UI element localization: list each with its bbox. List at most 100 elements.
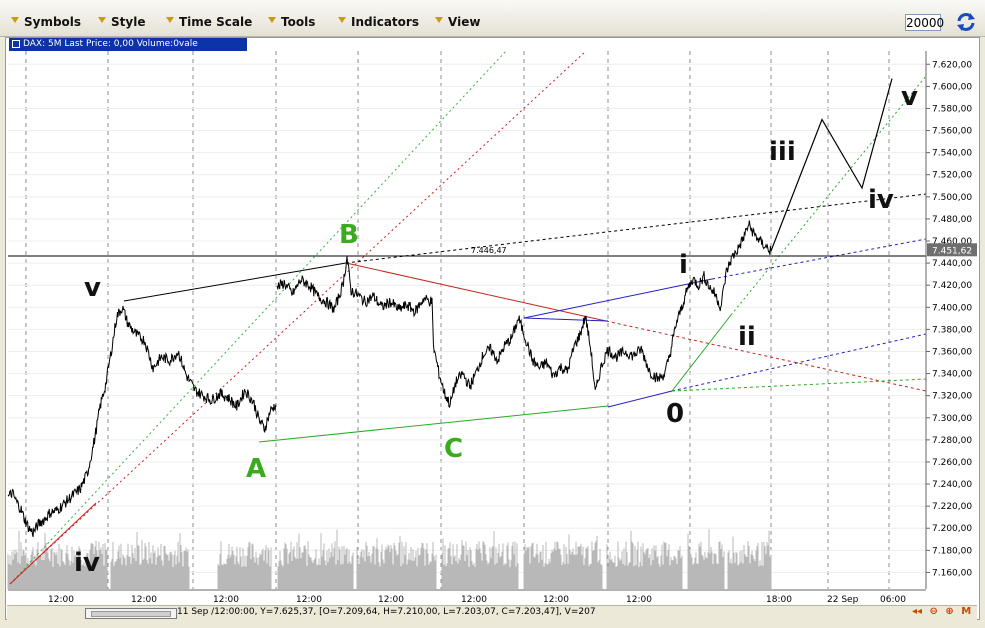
price-line	[276, 220, 772, 408]
trend-lines	[9, 51, 927, 585]
y-tick-label: 7.400,00	[932, 303, 972, 313]
wave-label: B	[339, 220, 359, 250]
scroll-back-icon[interactable]: ◂◂	[912, 606, 923, 617]
price-line	[7, 305, 277, 537]
dropdown-arrow-icon	[98, 17, 106, 23]
y-axis: 7.620,00 7.600,00 7.580,00 7.560,00 7.540,00…	[925, 51, 977, 589]
points-input[interactable]: 20000	[905, 14, 945, 31]
blue-channel-bottom	[607, 390, 673, 408]
red-support-line	[9, 502, 97, 585]
menu-style[interactable]: Style	[98, 13, 145, 31]
blue-channel-upper	[523, 278, 713, 319]
red-trend-extension	[605, 320, 927, 392]
refresh-icon[interactable]	[955, 11, 977, 33]
y-tick-label: 7.360,00	[932, 347, 972, 357]
x-tick-label: 12:00	[461, 595, 487, 604]
wave-label: iii	[769, 137, 796, 167]
x-tick-label: 12:00	[626, 595, 652, 604]
wave-label: i	[679, 250, 688, 280]
menu-label: Indicators	[351, 15, 419, 29]
menu-label: Time Scale	[179, 15, 253, 29]
x-tick-label: 12:00	[296, 595, 322, 604]
menu-label: Symbols	[24, 15, 82, 29]
y-tick-label: 7.320,00	[932, 392, 972, 402]
y-tick-label: 7.240,00	[932, 480, 972, 490]
y-tick-label: 7.520,00	[932, 171, 972, 181]
green-lower-extension	[671, 378, 927, 392]
scrollbar-thumb[interactable]	[91, 611, 171, 617]
menu-view[interactable]: View	[435, 13, 480, 31]
y-tick-label: 7.560,00	[932, 127, 972, 137]
zoom-in-icon[interactable]: ⊕	[945, 606, 954, 617]
x-tick-label: 18:00	[766, 595, 792, 604]
projection-line	[770, 78, 893, 252]
green-channel-line	[258, 405, 609, 443]
volume-bars	[7, 529, 772, 589]
y-tick-label: 7.260,00	[932, 458, 972, 468]
status-bar: 11 Sep /12:00:00, Y=7.625,37, [O=7.209,6…	[7, 605, 977, 621]
symbol-info-bar: DAX: 5M Last Price: 0,00 Volume:0vale	[9, 38, 247, 51]
x-tick-label: 06:00	[880, 595, 906, 604]
x-tick-label: 22 Sep	[827, 595, 859, 604]
wave-label: C	[444, 434, 463, 464]
y-tick-label: 7.580,00	[932, 104, 972, 114]
y-tick-label: 7.540,00	[932, 149, 972, 159]
blue-upper-extension	[711, 238, 927, 280]
menu-label: View	[448, 15, 481, 29]
red-trend-line	[345, 262, 607, 322]
dropdown-arrow-icon	[166, 17, 174, 23]
y-tick-label: 7.600,00	[932, 82, 972, 92]
x-tick-label: 12:00	[543, 595, 569, 604]
black-trend-line	[123, 262, 347, 302]
green-upper-extension	[730, 75, 927, 316]
x-tick-label: 12:00	[213, 595, 239, 604]
y-tick-label: 7.620,00	[932, 60, 972, 70]
y-tick-label: 7.180,00	[932, 546, 972, 556]
y-tick-label: 7.440,00	[932, 259, 972, 269]
time-scrollbar[interactable]	[85, 608, 177, 619]
toolbar: Symbols Style Time Scale Tools Indicator…	[0, 0, 985, 37]
y-tick-label: 7.340,00	[932, 370, 972, 380]
menu-symbols[interactable]: Symbols	[11, 13, 81, 31]
symbol-info-label: DAX: 5M Last Price: 0,00 Volume:0vale	[23, 39, 198, 49]
y-tick-label: 7.500,00	[932, 193, 972, 203]
y-tick-label: 7.480,00	[932, 215, 972, 225]
zoom-out-icon[interactable]: ⊖	[929, 606, 938, 617]
square-icon	[12, 39, 20, 48]
wave-label: iv	[74, 548, 100, 578]
blue-channel-top	[523, 317, 609, 322]
volume-histogram	[7, 529, 772, 589]
menu-indicators[interactable]: Indicators	[338, 13, 419, 31]
x-tick-label: 12:00	[131, 595, 157, 604]
current-price-label: 7.451,62	[932, 246, 972, 256]
menu-tools[interactable]: Tools	[268, 13, 315, 31]
dropdown-arrow-icon	[435, 17, 443, 23]
dropdown-arrow-icon	[338, 17, 346, 23]
chart-grid	[8, 51, 926, 589]
wave-label: v	[901, 82, 918, 112]
wave-label: ii	[738, 322, 756, 352]
wave-label: A	[246, 454, 266, 484]
price-series	[7, 220, 772, 537]
y-tick-label: 7.420,00	[932, 281, 972, 291]
green-wave-line	[671, 314, 732, 392]
menu-time-scale[interactable]: Time Scale	[166, 13, 252, 31]
menu-label: Style	[111, 15, 146, 29]
y-tick-label: 7.460,00	[932, 237, 972, 247]
x-tick-label: 12:00	[48, 595, 74, 604]
red-fan-line	[9, 51, 587, 585]
wave-projection	[770, 78, 893, 252]
y-tick-label: 7.380,00	[932, 325, 972, 335]
y-tick-label: 7.200,00	[932, 524, 972, 534]
menu-label: Tools	[281, 15, 316, 29]
y-tick-label: 7.280,00	[932, 436, 972, 446]
zoom-controls: ◂◂ ⊖ ⊕ M	[912, 606, 975, 620]
chart-panel	[5, 37, 980, 620]
green-fan-line	[9, 51, 507, 585]
black-channel-extension	[345, 193, 927, 264]
blue-lower-extension	[671, 333, 927, 392]
y-tick-label: 7.160,00	[932, 568, 972, 578]
max-zoom-icon[interactable]: M	[961, 606, 972, 617]
